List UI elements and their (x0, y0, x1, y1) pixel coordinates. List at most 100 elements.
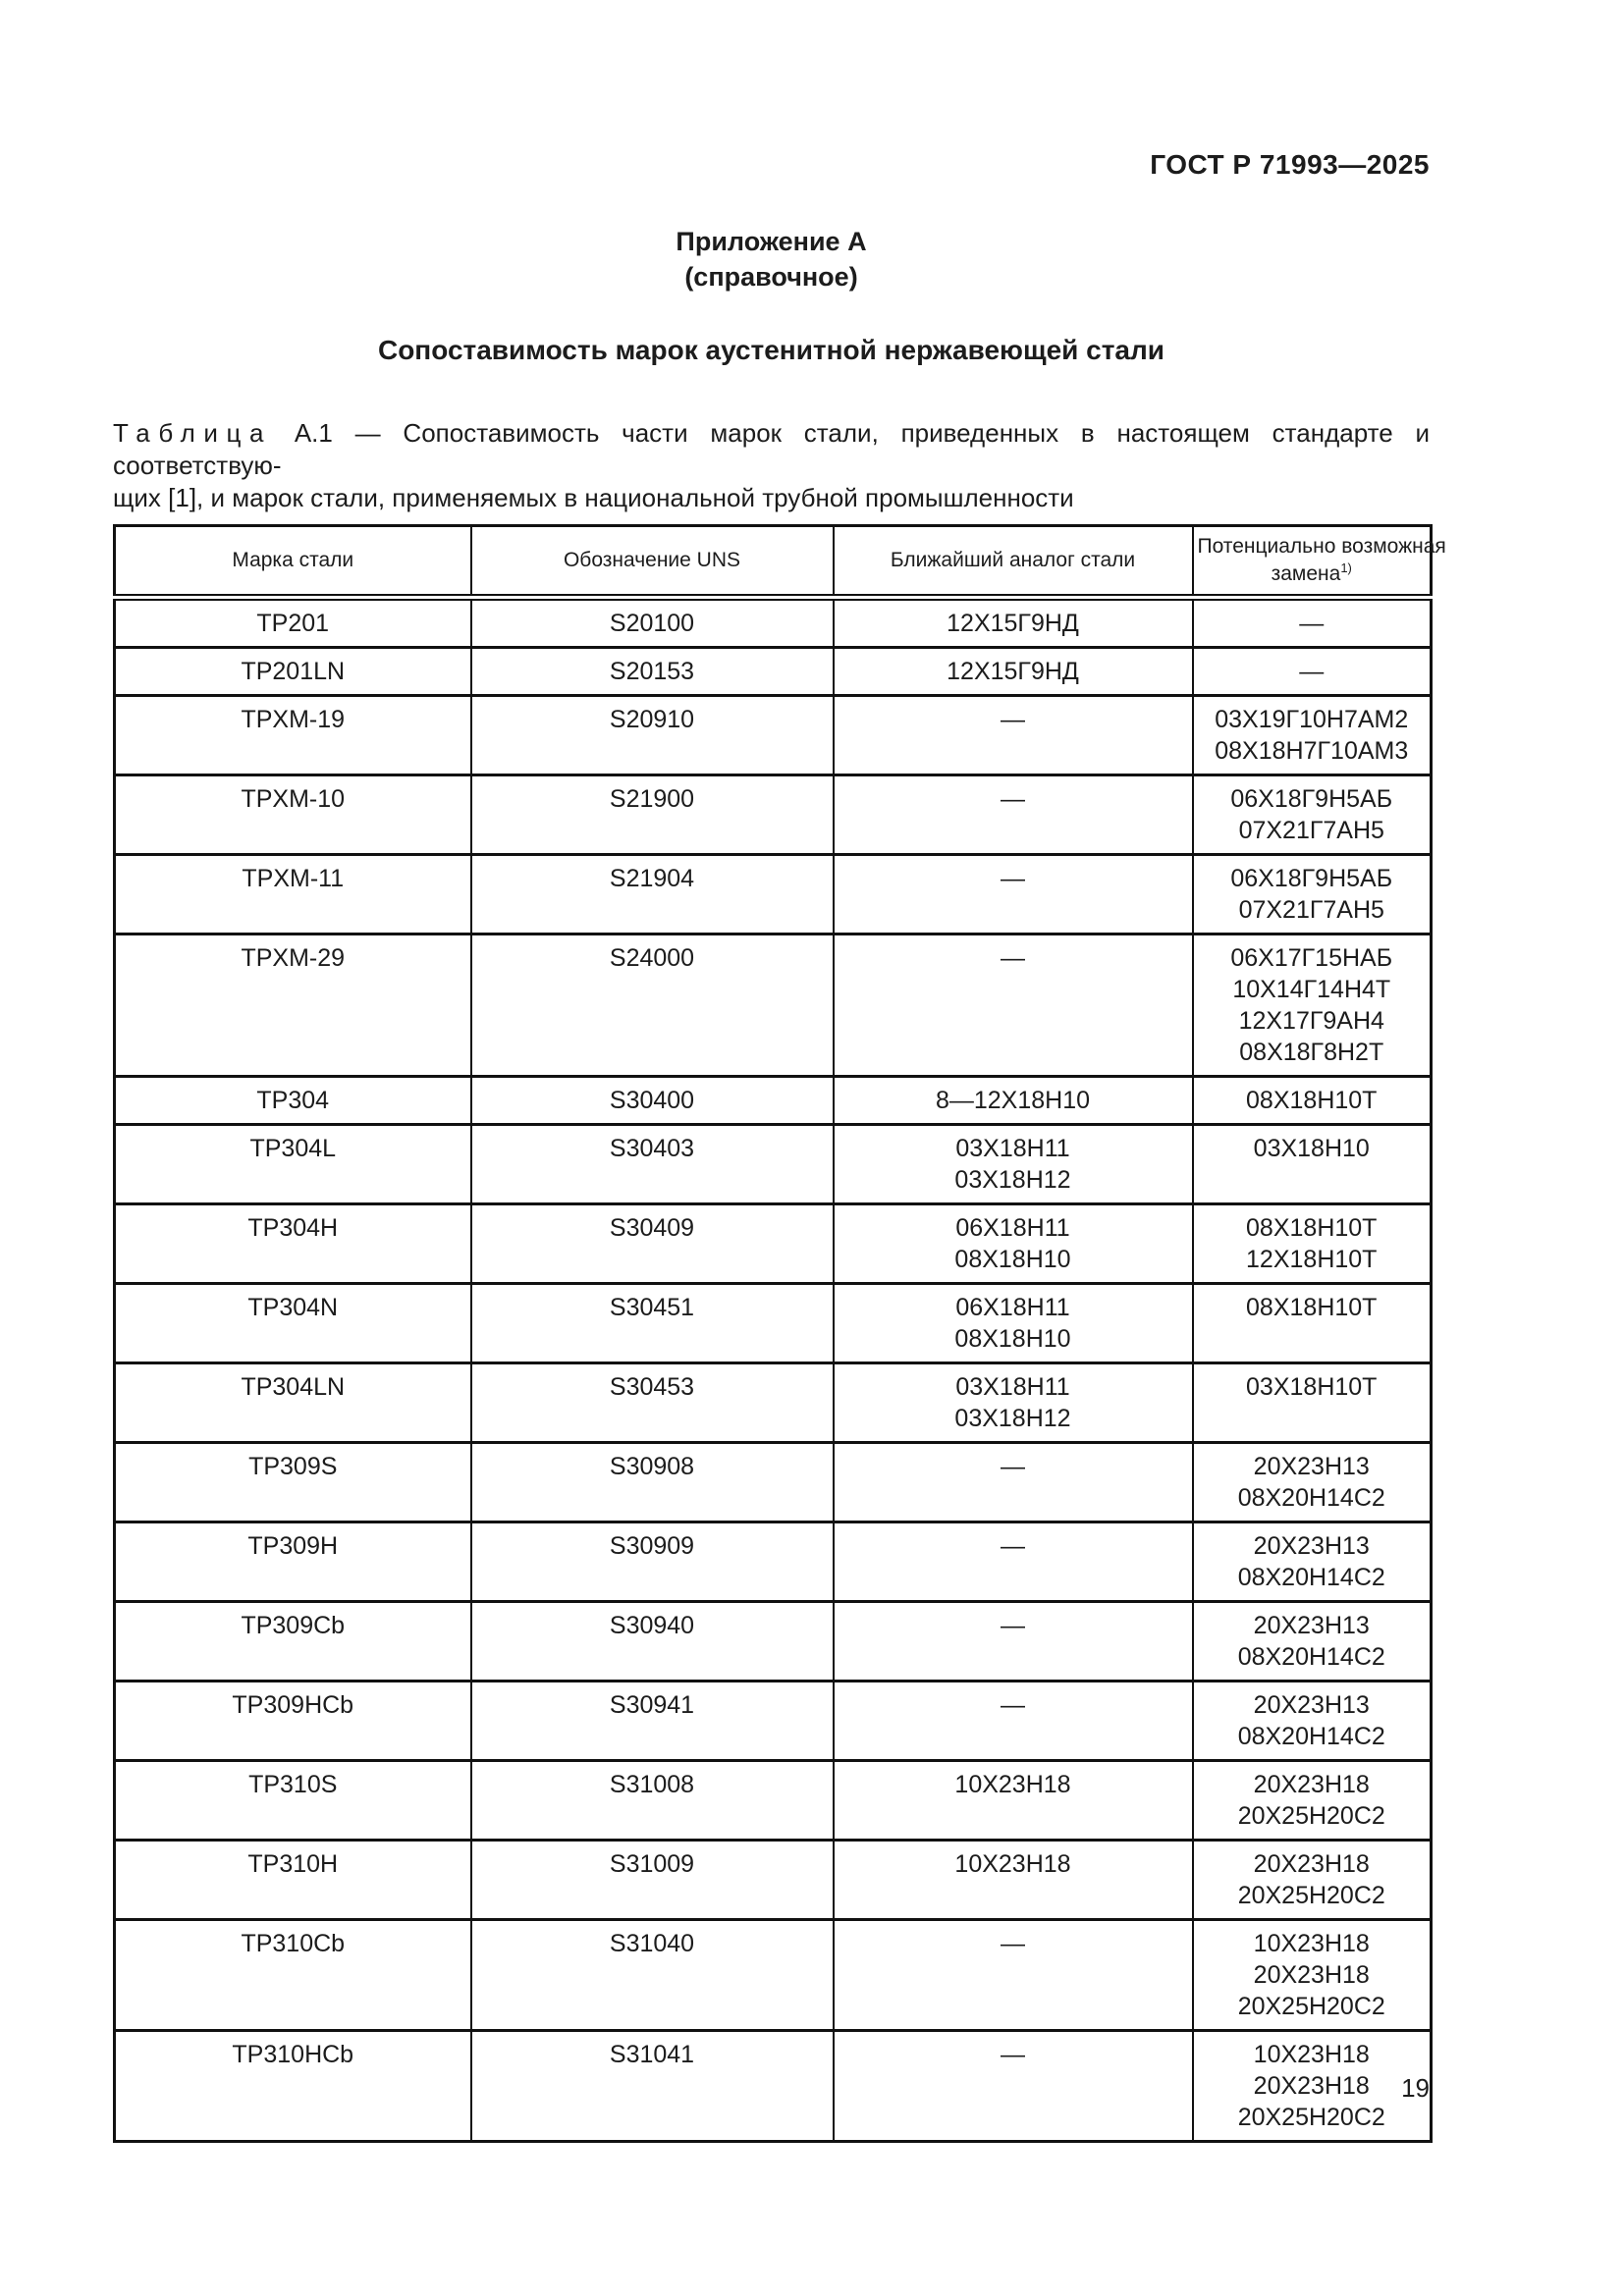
cell-replacement: 10Х23Н18 20Х23Н18 20Х25Н20С2 (1191, 2029, 1433, 2144)
cell-uns: S30453 (469, 1362, 835, 1445)
table-row: TP304H S30409 06Х18Н11 08Х18Н10 08Х18Н10… (113, 1202, 1433, 1286)
table-row: TPХМ-11 S21904 — 06Х18Г9Н5АБ 07Х21Г7АН5 (113, 853, 1433, 936)
cell-analog: — (832, 853, 1194, 936)
cell-analog: 10Х23Н18 (832, 1839, 1194, 1922)
cell-grade: TPХМ-29 (113, 933, 472, 1079)
header-label-analog: Ближайший аналог стали (890, 548, 1136, 571)
cell-analog: — (832, 1441, 1194, 1524)
table-row: TP309S S30908 — 20Х23Н13 08Х20Н14С2 (113, 1441, 1433, 1524)
cell-grade: TP309Cb (113, 1600, 472, 1683)
cell-uns: S20910 (469, 694, 835, 777)
table-row: TP310S S31008 10Х23Н18 20Х23Н18 20Х25Н20… (113, 1759, 1433, 1842)
cell-analog: 8—12Х18Н10 (832, 1075, 1194, 1127)
cell-analog: — (832, 1600, 1194, 1683)
cell-grade: TP304N (113, 1282, 472, 1365)
page-number: 19 (1401, 2073, 1430, 2103)
cell-replacement: 08Х18Н10Т 12Х18Н10Т (1191, 1202, 1433, 1286)
cell-analog: 12Х15Г9НД (832, 646, 1194, 698)
cell-replacement: 03Х19Г10Н7АМ2 08Х18Н7Г10АМ3 (1191, 694, 1433, 777)
cell-grade: TP310Cb (113, 1918, 472, 2033)
cell-replacement: 03Х18Н10 (1191, 1123, 1433, 1206)
cell-replacement: 20Х23Н13 08Х20Н14С2 (1191, 1680, 1433, 1763)
cell-analog: — (832, 1680, 1194, 1763)
cell-grade: TPХМ-19 (113, 694, 472, 777)
cell-replacement: 20Х23Н13 08Х20Н14С2 (1191, 1521, 1433, 1604)
cell-replacement: 20Х23Н13 08Х20Н14С2 (1191, 1600, 1433, 1683)
cell-analog: 03Х18Н11 03Х18Н12 (832, 1362, 1194, 1445)
cell-replacement: — (1191, 596, 1433, 650)
header-label-uns: Обозначение UNS (563, 548, 741, 571)
header-cell-analog: Ближайший аналог стали (832, 524, 1194, 602)
header-label-replacement-line1: Потенциально возможная (1197, 534, 1446, 558)
cell-grade: TP310S (113, 1759, 472, 1842)
cell-replacement: — (1191, 646, 1433, 698)
header-label-replacement-line2: замена1) (1198, 561, 1427, 588)
cell-uns: S31009 (469, 1839, 835, 1922)
cell-uns: S30451 (469, 1282, 835, 1365)
table-row: TP304N S30451 06Х18Н11 08Х18Н10 08Х18Н10… (113, 1282, 1433, 1365)
table-caption-label: Таблица (113, 417, 273, 448)
cell-uns: S30403 (469, 1123, 835, 1206)
cell-uns: S31040 (469, 1918, 835, 2033)
header-label-grade: Марка стали (232, 548, 354, 571)
table-row: TP309H S30909 — 20Х23Н13 08Х20Н14С2 (113, 1521, 1433, 1604)
doc-code: ГОСТ Р 71993—2025 (1150, 149, 1430, 180)
table-head: Марка стали Обозначение UNS Ближайший ан… (113, 524, 1446, 602)
cell-replacement: 10Х23Н18 20Х23Н18 20Х25Н20С2 (1191, 1918, 1433, 2033)
header-row: Марка стали Обозначение UNS Ближайший ан… (113, 524, 1446, 602)
table-row: TP304LN S30453 03Х18Н11 03Х18Н12 03Х18Н1… (113, 1362, 1433, 1445)
cell-uns: S30908 (469, 1441, 835, 1524)
cell-grade: TP304L (113, 1123, 472, 1206)
cell-grade: TP310H (113, 1839, 472, 1922)
cell-grade: TP304 (113, 1075, 472, 1127)
comparison-table: Марка стали Обозначение UNS Ближайший ан… (113, 523, 1446, 2144)
cell-grade: TP309H (113, 1521, 472, 1604)
cell-grade: TP310HCb (113, 2029, 472, 2144)
appendix-label: Приложение А (676, 227, 867, 256)
appendix-title: Сопоставимость марок аустенитной нержаве… (377, 334, 1165, 365)
cell-analog: — (832, 1521, 1194, 1604)
cell-uns: S24000 (469, 933, 835, 1079)
cell-grade: TP201LN (113, 646, 472, 698)
cell-uns: S31041 (469, 2029, 835, 2144)
cell-analog: 10Х23Н18 (832, 1759, 1194, 1842)
cell-replacement: 20Х23Н18 20Х25Н20С2 (1191, 1839, 1433, 1922)
table-row: TP201LN S20153 12Х15Г9НД — (113, 646, 1433, 698)
cell-uns: S30940 (469, 1600, 835, 1683)
cell-grade: TPХМ-10 (113, 774, 472, 857)
cell-analog: 12Х15Г9НД (832, 596, 1194, 650)
table-row: TP310Cb S31040 — 10Х23Н18 20Х23Н18 20Х25… (113, 1918, 1433, 2033)
appendix-heading: Приложение А (справочное) (113, 224, 1430, 295)
cell-replacement: 06Х17Г15НАБ 10Х14Г14Н4Т 12Х17Г9АН4 08Х18… (1191, 933, 1433, 1079)
header-cell-grade: Марка стали (113, 524, 472, 602)
table-row: TPХМ-19 S20910 — 03Х19Г10Н7АМ2 08Х18Н7Г1… (113, 694, 1433, 777)
cell-grade: TP304LN (113, 1362, 472, 1445)
cell-analog: — (832, 774, 1194, 857)
table-row: TP310HCb S31041 — 10Х23Н18 20Х23Н18 20Х2… (113, 2029, 1433, 2144)
table-caption-line1: Таблица А.1 — Сопоставимость части марок… (113, 417, 1430, 483)
table-row: TP310H S31009 10Х23Н18 20Х23Н18 20Х25Н20… (113, 1839, 1433, 1922)
cell-replacement: 08Х18Н10Т (1191, 1075, 1433, 1127)
table-caption: Таблица А.1 — Сопоставимость части марок… (113, 417, 1430, 515)
table-caption-number: А.1 (294, 417, 333, 448)
cell-analog: 06Х18Н11 08Х18Н10 (832, 1202, 1194, 1286)
cell-uns: S31008 (469, 1759, 835, 1842)
table-row: TP309Cb S30940 — 20Х23Н13 08Х20Н14С2 (113, 1600, 1433, 1683)
table-body: TP201 S20100 12Х15Г9НД — TP201LN S20153 … (113, 596, 1433, 2144)
footnote-ref-1: 1) (1340, 561, 1352, 576)
cell-grade: TP304H (113, 1202, 472, 1286)
header-label-replacement-word: замена (1271, 562, 1341, 586)
cell-uns: S21900 (469, 774, 835, 857)
table-caption-line2: щих [1], и марок стали, применяемых в на… (113, 483, 1074, 513)
cell-grade: TP309HCb (113, 1680, 472, 1763)
cell-grade: TP309S (113, 1441, 472, 1524)
cell-analog: 03Х18Н11 03Х18Н12 (832, 1123, 1194, 1206)
cell-grade: TPХМ-11 (113, 853, 472, 936)
table-row: TP304 S30400 8—12Х18Н10 08Х18Н10Т (113, 1075, 1433, 1127)
table-row: TP304L S30403 03Х18Н11 03Х18Н12 03Х18Н10 (113, 1123, 1433, 1206)
cell-uns: S20153 (469, 646, 835, 698)
table-row: TPХМ-10 S21900 — 06Х18Г9Н5АБ 07Х21Г7АН5 (113, 774, 1433, 857)
table-caption-text: — Сопоставимость части марок стали, прив… (113, 417, 1430, 481)
cell-replacement: 20Х23Н13 08Х20Н14С2 (1191, 1441, 1433, 1524)
